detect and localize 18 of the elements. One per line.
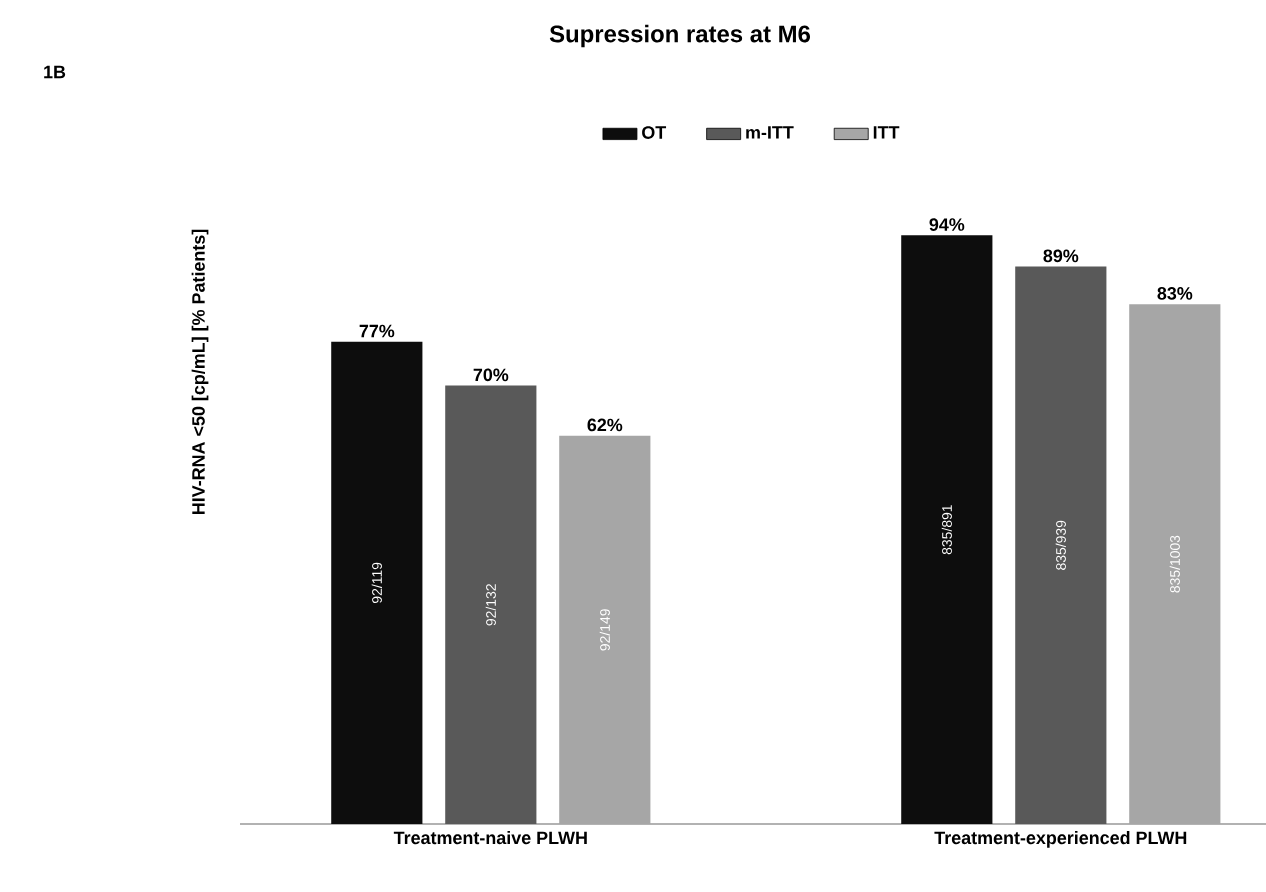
data-label: 70% — [473, 368, 509, 382]
legend-label: m-ITT — [746, 126, 794, 139]
data-label: 94% — [929, 218, 965, 231]
legend-label: OT — [642, 126, 667, 139]
bar — [1015, 266, 1107, 824]
legend-label: ITT — [873, 126, 900, 139]
data-label: 83% — [1157, 287, 1193, 300]
y-axis-title: HIV-RNA <50 [cp/mL] [% Patients] — [191, 229, 209, 515]
bar — [331, 341, 423, 824]
x-tick-label: Treatment-naive PLWH — [393, 831, 587, 845]
bar — [445, 385, 537, 824]
data-label: 89% — [1043, 249, 1079, 263]
x-tick-label: Treatment-experienced PLWH — [934, 831, 1187, 848]
data-label: 62% — [587, 418, 623, 432]
bar — [901, 235, 993, 824]
text: 1B — [44, 65, 66, 79]
chart-title: Supression rates at M6 — [549, 24, 811, 48]
data-label: 77% — [359, 324, 395, 338]
